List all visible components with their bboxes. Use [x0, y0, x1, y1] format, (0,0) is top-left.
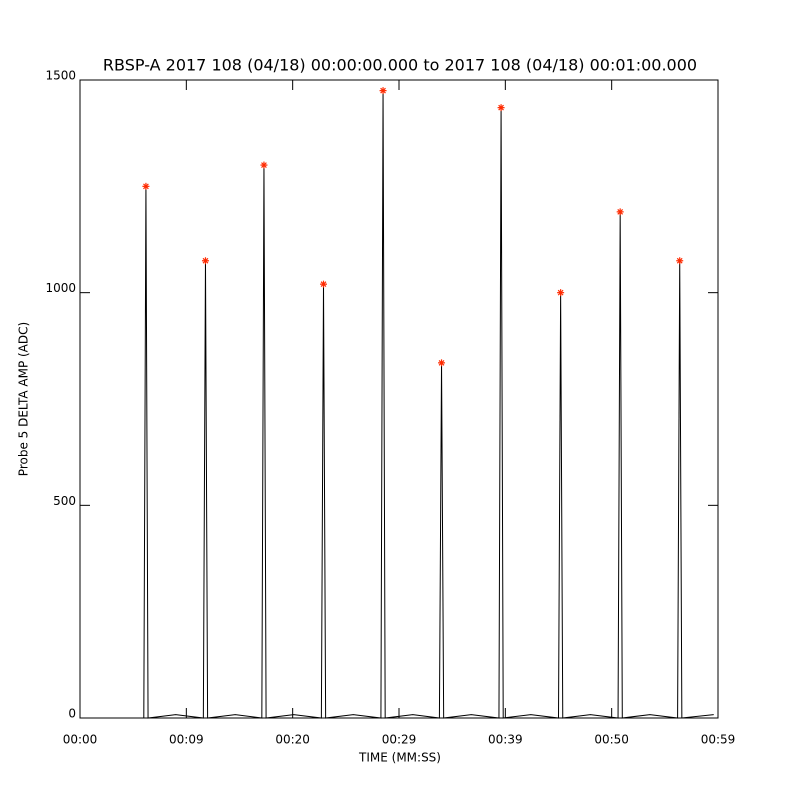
chart-title: RBSP-A 2017 108 (04/18) 00:00:00.000 to …: [103, 56, 697, 75]
marker-stroke: [617, 208, 624, 215]
x-tick-label: 00:29: [382, 733, 417, 747]
marker-stroke: [380, 87, 386, 94]
y-tick-label: 1500: [45, 69, 76, 83]
marker-stroke: [143, 183, 149, 190]
peak-marker: [260, 161, 268, 169]
x-tick-label: 00:00: [63, 733, 98, 747]
marker-stroke: [438, 359, 445, 366]
peak-marker: [142, 182, 150, 190]
marker-stroke: [498, 104, 504, 111]
peak-marker: [557, 289, 565, 297]
marker-stroke: [320, 281, 327, 288]
peak-marker: [497, 104, 505, 112]
x-tick-label: 00:59: [701, 733, 736, 747]
y-tick-label: 500: [53, 494, 76, 508]
x-axis-label: TIME (MM:SS): [358, 751, 441, 765]
peak-marker: [616, 208, 624, 216]
x-tick-label: 00:09: [169, 733, 204, 747]
marker-stroke: [261, 162, 267, 168]
x-tick-label: 00:20: [275, 733, 310, 747]
peak-marker: [379, 87, 387, 95]
marker-stroke: [557, 289, 564, 296]
marker-stroke: [202, 257, 209, 264]
peak-marker: [438, 359, 446, 367]
y-tick-label: 0: [68, 707, 76, 721]
x-tick-label: 00:50: [594, 733, 629, 747]
y-axis-label: Probe 5 DELTA AMP (ADC): [17, 322, 31, 476]
peak-marker: [676, 257, 684, 265]
peak-marker: [201, 257, 209, 265]
x-tick-label: 00:39: [488, 733, 523, 747]
data-line: [80, 90, 714, 719]
peak-marker: [320, 280, 328, 288]
y-tick-label: 1000: [45, 281, 76, 295]
marker-stroke: [676, 257, 683, 264]
